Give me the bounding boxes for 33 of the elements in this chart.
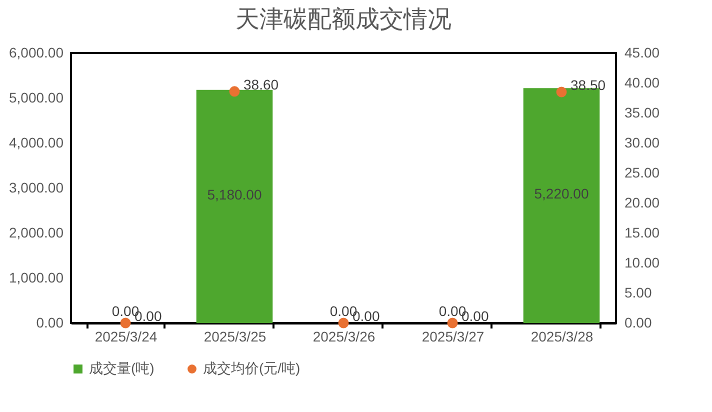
y-tick-label: 3,000.00 xyxy=(9,180,64,196)
y-tick-label: 2,000.00 xyxy=(9,224,64,240)
y2-tick-label: 20.00 xyxy=(624,194,660,210)
data-label: 38.60 xyxy=(244,76,279,92)
point xyxy=(120,318,131,328)
y-tick-label: 4,000.00 xyxy=(9,134,64,150)
x-tick-label: 2025/3/27 xyxy=(422,328,484,344)
y2-tick-label: 45.00 xyxy=(624,44,660,60)
y2-tick-label: 40.00 xyxy=(624,74,660,90)
y2-tick-label: 30.00 xyxy=(624,134,660,150)
x-tick-label: 2025/3/24 xyxy=(94,328,158,344)
data-label: 5,220.00 xyxy=(534,186,589,202)
point xyxy=(338,318,349,328)
legend-label: 成交均价(元/吨) xyxy=(203,360,300,376)
x-tick-label: 2025/3/28 xyxy=(530,328,594,344)
point xyxy=(229,86,240,97)
y2-tick-label: 15.00 xyxy=(624,224,660,240)
y-tick-label: 1,000.00 xyxy=(9,270,64,286)
y2-tick-label: 35.00 xyxy=(624,104,660,120)
chart-title: 天津碳配额成交情况 xyxy=(236,6,452,33)
y-tick-label: 5,000.00 xyxy=(9,90,64,106)
x-tick-label: 2025/3/26 xyxy=(312,328,376,344)
point xyxy=(447,318,458,328)
x-tick-label: 2025/3/25 xyxy=(204,328,266,344)
y-tick-label: 0.00 xyxy=(36,314,64,330)
point xyxy=(556,86,567,98)
legend-label: 成交量(吨) xyxy=(89,360,154,376)
y2-tick-label: 5.00 xyxy=(624,284,652,300)
y2-tick-label: 10.00 xyxy=(624,254,660,270)
y-tick-label: 6,000.00 xyxy=(9,44,64,60)
y2-tick-label: 0.00 xyxy=(624,314,652,330)
y2-tick-label: 25.00 xyxy=(624,164,660,180)
data-label: 5,180.00 xyxy=(207,186,262,202)
